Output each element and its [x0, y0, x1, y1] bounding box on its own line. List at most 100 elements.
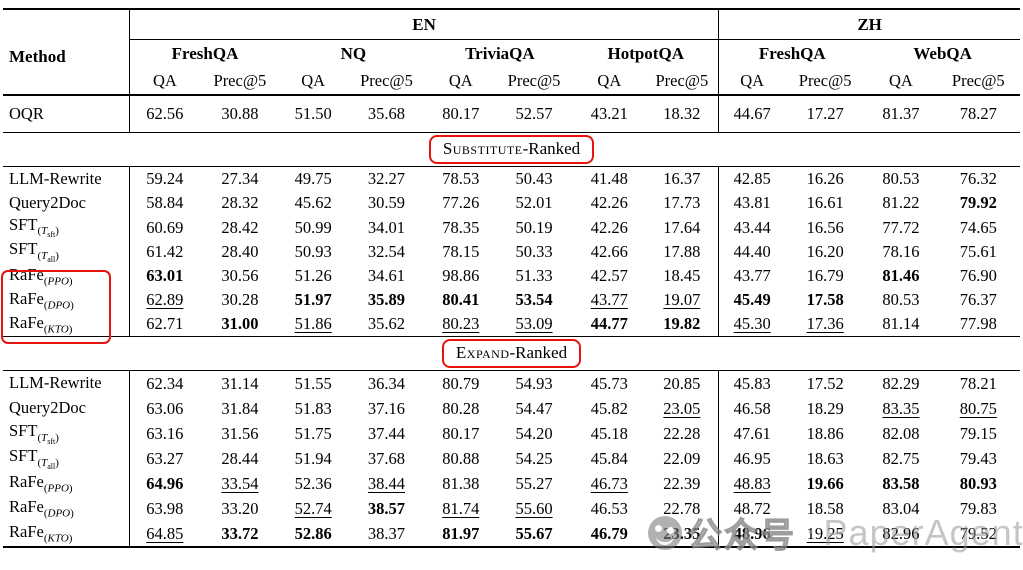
value-cell: 80.93 — [959, 473, 997, 493]
section-band-cell: Expand-Ranked — [3, 335, 1020, 371]
value-cell: 51.97 — [294, 290, 332, 310]
value-cell: 51.26 — [294, 266, 332, 286]
value-cell: 20.85 — [663, 373, 701, 393]
method-cell: LLM-Rewrite — [9, 169, 102, 188]
value-cell: 74.65 — [959, 217, 997, 237]
value-cell: 54.25 — [515, 448, 553, 468]
value-cell: 54.47 — [515, 398, 553, 418]
value-cell: 58.84 — [128, 191, 200, 215]
table-row: SFT(Tsft) 63.16 31.56 51.75 37.44 80.17 54.20 4… — [3, 420, 1020, 446]
value-cell: 62.56 — [128, 95, 200, 133]
value-cell: 83.04 — [882, 498, 920, 518]
value-cell: 43.81 — [718, 191, 785, 215]
table-row: LLM-Rewrite 62.34 31.14 51.55 36.34 80.79 54.9… — [3, 370, 1020, 396]
metric-row: QA Prec@5 QA Prec@5 QA Prec@5 QA Prec@5 … — [3, 67, 1020, 96]
metric-header-qa: QA — [865, 67, 937, 96]
method-cell: Query2Doc — [9, 193, 86, 212]
value-cell: 37.44 — [367, 423, 406, 443]
group-header-en: EN — [128, 9, 719, 40]
section-label-substitute-ranked: Substitute-Ranked — [428, 134, 595, 165]
value-cell: 31.84 — [221, 398, 259, 418]
value-cell: 31.14 — [221, 373, 259, 393]
value-cell: 33.54 — [221, 473, 259, 493]
value-cell: 80.53 — [882, 169, 920, 189]
dataset-header-freshqa-en: FreshQA — [128, 39, 281, 67]
method-cell: RaFe(DPO) — [9, 288, 74, 312]
group-header-zh: ZH — [718, 9, 1020, 40]
dataset-header-nq: NQ — [340, 43, 367, 63]
dataset-header-hotpotqa: HotpotQA — [607, 43, 684, 63]
value-cell: 42.85 — [718, 166, 785, 191]
metric-header-qa: QA — [718, 67, 785, 96]
value-cell: 63.98 — [128, 495, 200, 521]
method-cell: RaFe(KTO) — [3, 520, 130, 548]
value-cell: 17.88 — [663, 242, 701, 262]
method-cell: RaFe(DPO) — [9, 497, 74, 520]
value-cell: 60.69 — [128, 215, 200, 240]
value-cell: 18.45 — [663, 266, 701, 286]
value-cell: 35.62 — [367, 314, 406, 334]
value-cell: 46.73 — [590, 473, 628, 493]
value-cell: 28.44 — [221, 448, 259, 468]
method-column-header: Method — [3, 39, 130, 96]
value-cell: 78.35 — [442, 217, 480, 237]
value-cell: 19.82 — [663, 314, 701, 334]
value-cell: 55.60 — [515, 498, 553, 518]
value-cell: 61.42 — [128, 239, 200, 264]
value-cell: 46.95 — [718, 445, 785, 471]
value-cell: 30.56 — [221, 266, 259, 286]
value-cell: 63.01 — [128, 263, 200, 288]
value-cell: 18.63 — [806, 448, 844, 468]
value-cell: 17.52 — [806, 373, 844, 393]
value-cell: 44.40 — [718, 239, 785, 264]
value-cell: 38.37 — [346, 520, 427, 548]
table-row: Query2Doc 63.06 31.84 51.83 37.16 80.28 54.47 4… — [3, 395, 1020, 421]
value-cell: 50.99 — [294, 217, 332, 237]
value-cell: 17.58 — [806, 290, 844, 310]
value-cell: 76.90 — [959, 266, 997, 286]
value-cell: 51.33 — [515, 266, 553, 286]
value-cell: 50.93 — [294, 242, 332, 262]
value-cell: 42.26 — [590, 217, 628, 237]
metric-header-prec5: Prec@5 — [785, 67, 866, 96]
value-cell: 80.17 — [442, 423, 480, 443]
value-cell: 18.29 — [806, 398, 844, 418]
table-row: OQR 62.56 30.88 51.50 35.68 80.17 52.57 43.21 18… — [3, 95, 1020, 133]
value-cell: 18.32 — [663, 104, 701, 124]
value-cell: 17.64 — [663, 217, 701, 237]
dataset-row: Method FreshQA NQ TriviaQA HotpotQA Fres… — [3, 39, 1020, 96]
value-cell: 63.06 — [128, 395, 200, 421]
table-row: SFT(Tall) 61.42 28.40 50.93 32.54 78.15 50.33 4… — [3, 239, 1020, 264]
value-cell: 19.66 — [806, 473, 844, 493]
value-cell: 45.18 — [590, 423, 628, 443]
value-cell: 82.96 — [865, 520, 937, 548]
value-cell: 51.55 — [294, 373, 332, 393]
table-row: RaFe(DPO) 62.89 30.28 51.97 35.89 80.41 53.54 4… — [3, 287, 1020, 312]
value-cell: 17.36 — [806, 314, 844, 334]
table-row: RaFe(DPO) 63.98 33.20 52.74 38.57 81.74 55.60 4… — [3, 495, 1020, 521]
value-cell: 45.84 — [590, 448, 628, 468]
value-cell: 36.34 — [367, 373, 406, 393]
value-cell: 16.26 — [806, 169, 844, 189]
value-cell: 80.75 — [959, 398, 997, 418]
value-cell: 37.16 — [367, 398, 406, 418]
value-cell: 62.89 — [128, 287, 200, 312]
section-band-row: Expand-Ranked — [3, 335, 1020, 371]
value-cell: 53.54 — [515, 290, 553, 310]
method-cell: RaFe(PPO) — [9, 264, 73, 288]
method-cell: SFT(Tsft) — [9, 421, 59, 446]
value-cell: 76.32 — [959, 169, 997, 189]
value-cell: 50.19 — [515, 217, 553, 237]
value-cell: 80.41 — [442, 290, 480, 310]
value-cell: 81.37 — [882, 104, 920, 124]
value-cell: 45.62 — [294, 193, 332, 213]
value-cell: 79.15 — [959, 423, 997, 443]
value-cell: 45.73 — [590, 373, 628, 393]
metric-header-qa: QA — [426, 67, 495, 96]
value-cell: 45.30 — [718, 311, 785, 337]
metric-header-prec5: Prec@5 — [645, 67, 719, 96]
value-cell: 38.44 — [367, 473, 406, 493]
value-cell: 45.82 — [590, 398, 628, 418]
value-cell: 81.14 — [882, 314, 920, 334]
value-cell: 23.05 — [663, 398, 701, 418]
